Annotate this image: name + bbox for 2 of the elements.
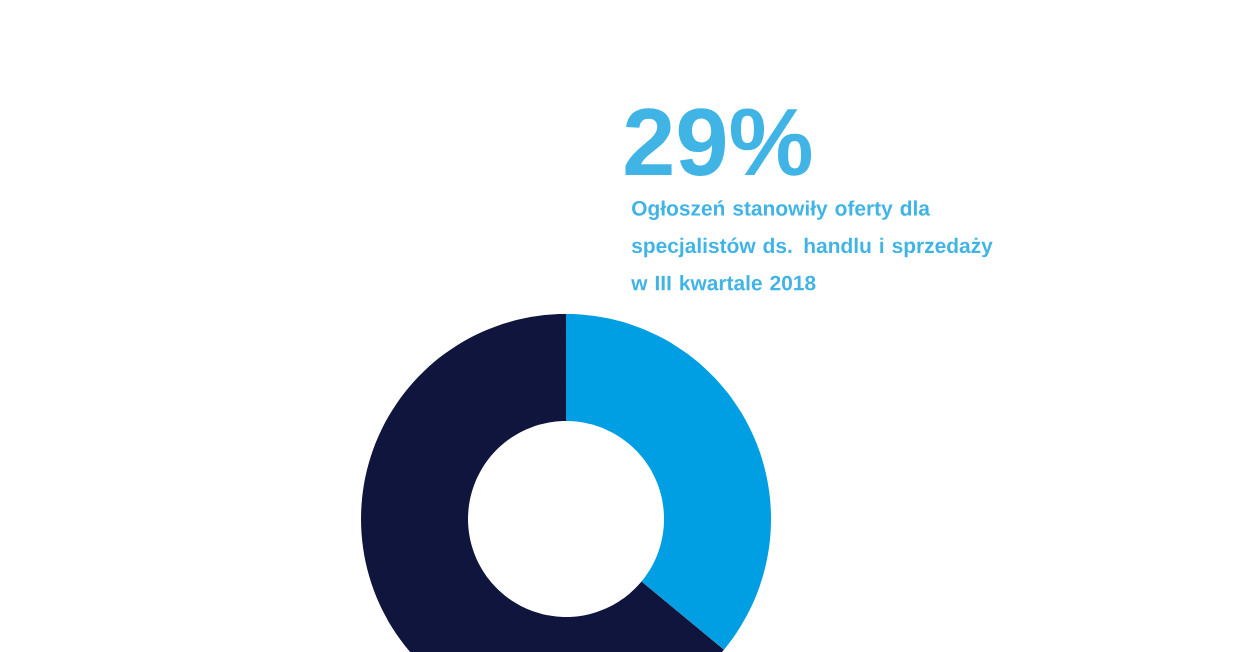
chart-subtitle: Ogłoszeń stanowiły oferty dla specjalistów ds. handlu i sprzedaży w III kwartale 2018 <box>631 200 993 291</box>
chart-title: 29% <box>625 108 812 176</box>
